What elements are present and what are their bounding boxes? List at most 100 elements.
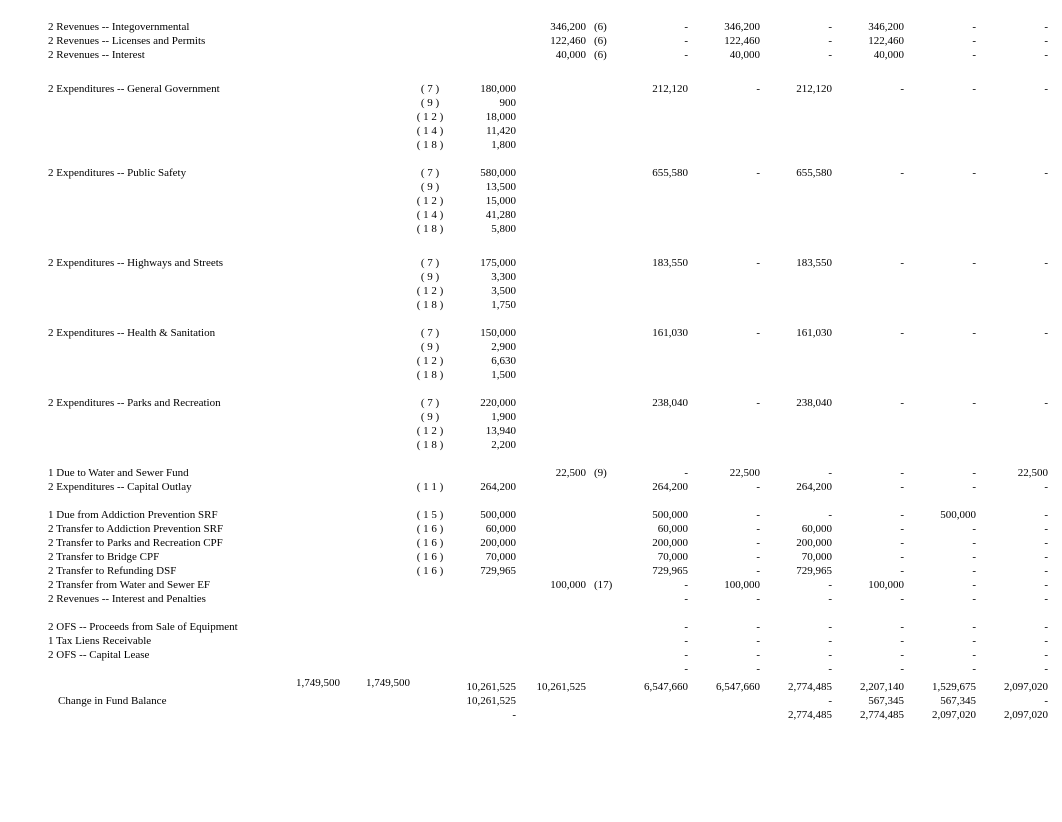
ref-note: ( 7 ) xyxy=(410,326,450,340)
ref-note: ( 1 2 ) xyxy=(410,110,450,124)
ref-note: ( 1 4 ) xyxy=(410,208,450,222)
col-c3: - xyxy=(764,620,836,634)
col-c4: - xyxy=(836,480,908,494)
col-c2: - xyxy=(692,536,764,550)
col-c2: 346,200 xyxy=(692,20,764,34)
ref-note: ( 1 2 ) xyxy=(410,424,450,438)
row-description: 1 Due from Addiction Prevention SRF xyxy=(40,508,410,522)
col-c5: - xyxy=(908,166,980,180)
col-c2: - xyxy=(692,592,764,606)
col-c2: - xyxy=(692,620,764,634)
ledger-row xyxy=(40,494,1022,508)
col-c3: - xyxy=(764,694,836,708)
col-c4: 40,000 xyxy=(836,48,908,62)
col-c6: 22,500 xyxy=(980,466,1052,480)
debit-amount: 1,900 xyxy=(450,410,520,424)
col-c2: - xyxy=(692,480,764,494)
debit-amount: 10,261,525 xyxy=(450,694,520,708)
debit-amount: 150,000 xyxy=(450,326,520,340)
ledger-row xyxy=(40,312,1022,326)
debit-amount: 5,800 xyxy=(450,222,520,236)
col-c6: - xyxy=(980,166,1052,180)
ledger-row: -2,774,4852,774,4852,097,0202,097,020 xyxy=(40,708,1022,722)
col-c4: - xyxy=(836,662,908,676)
col-c6: 2,097,020 xyxy=(980,708,1052,722)
ref-note: ( 1 8 ) xyxy=(410,138,450,152)
ledger-row: ( 9 )1,900 xyxy=(40,410,1022,424)
debit-amount: 41,280 xyxy=(450,208,520,222)
ledger-row: 1,749,5001,749,50010,261,52510,261,5256,… xyxy=(40,676,1022,694)
col-c6: - xyxy=(980,564,1052,578)
debit-amount: 13,500 xyxy=(450,180,520,194)
row-description: 2 Transfer from Water and Sewer EF xyxy=(40,578,410,592)
debit-amount: 500,000 xyxy=(450,508,520,522)
ledger-row: Change in Fund Balance10,261,525-567,345… xyxy=(40,694,1022,708)
row-description: 2 Transfer to Refunding DSF xyxy=(40,564,410,578)
ledger-row: 2 Transfer to Refunding DSF( 1 6 )729,96… xyxy=(40,564,1022,578)
ledger-row: ( 1 8 )2,200 xyxy=(40,438,1022,452)
ledger-row xyxy=(40,382,1022,396)
col-c5: 500,000 xyxy=(908,508,980,522)
row-description: 1 Tax Liens Receivable xyxy=(40,634,410,648)
col-c4: - xyxy=(836,620,908,634)
col-c4: - xyxy=(836,466,908,480)
ledger-row: 2 OFS -- Capital Lease------ xyxy=(40,648,1022,662)
col-c4: - xyxy=(836,326,908,340)
col-c3: 70,000 xyxy=(764,550,836,564)
ledger-row: ( 1 2 )13,940 xyxy=(40,424,1022,438)
col-c3: - xyxy=(764,466,836,480)
ref-note: ( 9 ) xyxy=(410,96,450,110)
col-c3: - xyxy=(764,592,836,606)
ledger-row: 2 Expenditures -- Capital Outlay( 1 1 )2… xyxy=(40,480,1022,494)
debit-amount: 11,420 xyxy=(450,124,520,138)
col-c1: - xyxy=(620,20,692,34)
col-c6: - xyxy=(980,522,1052,536)
ref-note: ( 1 4 ) xyxy=(410,124,450,138)
ref-note: ( 1 8 ) xyxy=(410,298,450,312)
col-c2: - xyxy=(692,522,764,536)
col-c3: 200,000 xyxy=(764,536,836,550)
col-c4: - xyxy=(836,256,908,270)
col-c1: - xyxy=(620,466,692,480)
ledger-row: ( 1 2 )6,630 xyxy=(40,354,1022,368)
ledger-row: 1 Tax Liens Receivable------ xyxy=(40,634,1022,648)
col-c3: 655,580 xyxy=(764,166,836,180)
col-c2: - xyxy=(692,256,764,270)
row-description: 2 Expenditures -- Public Safety xyxy=(40,166,410,180)
col-c3: - xyxy=(764,34,836,48)
debit-amount: - xyxy=(450,708,520,722)
ledger-row: ( 9 )13,500 xyxy=(40,180,1022,194)
col-c4: 122,460 xyxy=(836,34,908,48)
col-c4: - xyxy=(836,508,908,522)
col-c2: - xyxy=(692,550,764,564)
ledger-row: ( 1 8 )1,800 xyxy=(40,138,1022,152)
credit-amount: 10,261,525 xyxy=(520,680,590,694)
ref-note: ( 1 6 ) xyxy=(410,550,450,564)
credit-amount: 40,000 xyxy=(520,48,590,62)
credit-amount: 122,460 xyxy=(520,34,590,48)
col-c1: 161,030 xyxy=(620,326,692,340)
col-c4: - xyxy=(836,634,908,648)
col-c3: - xyxy=(764,662,836,676)
col-c4: 100,000 xyxy=(836,578,908,592)
col-c1: - xyxy=(620,634,692,648)
col-c6: - xyxy=(980,82,1052,96)
col-c5: - xyxy=(908,620,980,634)
debit-amount: 6,630 xyxy=(450,354,520,368)
ledger-row: 2 OFS -- Proceeds from Sale of Equipment… xyxy=(40,620,1022,634)
ledger-row: ( 1 2 )15,000 xyxy=(40,194,1022,208)
col-c3: - xyxy=(764,634,836,648)
ledger-row: 2 Revenues -- Licenses and Permits122,46… xyxy=(40,34,1022,48)
col-c5: - xyxy=(908,564,980,578)
col-c3: - xyxy=(764,578,836,592)
ref-note: ( 1 6 ) xyxy=(410,522,450,536)
col-c4: - xyxy=(836,82,908,96)
col-c6: - xyxy=(980,508,1052,522)
col-c5: 1,529,675 xyxy=(908,680,980,694)
col-c2: 6,547,660 xyxy=(692,680,764,694)
total-b: 1,749,500 xyxy=(340,676,410,690)
row-description: 2 Revenues -- Interest xyxy=(40,48,410,62)
col-c6: - xyxy=(980,48,1052,62)
ledger-row xyxy=(40,236,1022,256)
debit-amount: 175,000 xyxy=(450,256,520,270)
